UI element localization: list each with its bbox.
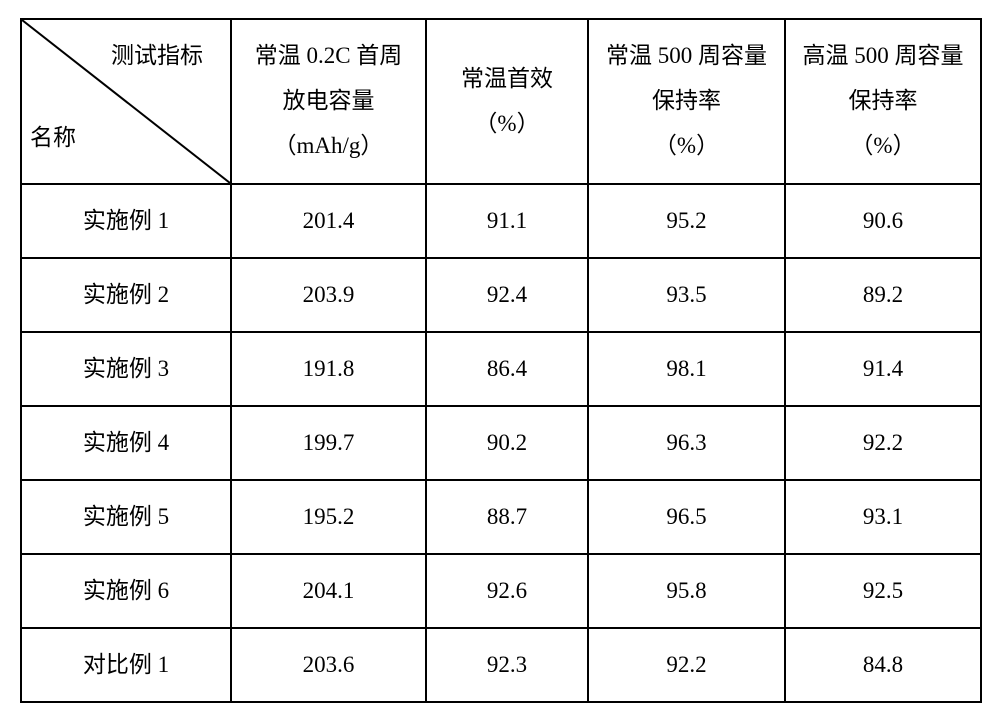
- table-row: 对比例 1 203.6 92.3 92.2 84.8: [21, 628, 981, 702]
- cell: 95.8: [588, 554, 785, 628]
- cell: 96.3: [588, 406, 785, 480]
- diagonal-header-cell: 测试指标 名称: [21, 19, 231, 184]
- col-header-4: 高温 500 周容量保持率（%）: [785, 19, 981, 184]
- header-bottom-label: 名称: [30, 116, 76, 161]
- cell: 88.7: [426, 480, 588, 554]
- row-label: 实施例 2: [21, 258, 231, 332]
- cell: 92.2: [588, 628, 785, 702]
- cell: 84.8: [785, 628, 981, 702]
- row-label: 实施例 5: [21, 480, 231, 554]
- cell: 195.2: [231, 480, 426, 554]
- col-header-3: 常温 500 周容量保持率（%）: [588, 19, 785, 184]
- table-row: 实施例 2 203.9 92.4 93.5 89.2: [21, 258, 981, 332]
- row-label: 对比例 1: [21, 628, 231, 702]
- row-label: 实施例 1: [21, 184, 231, 258]
- cell: 92.4: [426, 258, 588, 332]
- cell: 98.1: [588, 332, 785, 406]
- cell: 203.9: [231, 258, 426, 332]
- table-row: 实施例 4 199.7 90.2 96.3 92.2: [21, 406, 981, 480]
- table-header-row: 测试指标 名称 常温 0.2C 首周放电容量（mAh/g） 常温首效（%） 常温…: [21, 19, 981, 184]
- table-row: 实施例 5 195.2 88.7 96.5 93.1: [21, 480, 981, 554]
- table-row: 实施例 6 204.1 92.6 95.8 92.5: [21, 554, 981, 628]
- table-row: 实施例 3 191.8 86.4 98.1 91.4: [21, 332, 981, 406]
- cell: 90.2: [426, 406, 588, 480]
- data-table: 测试指标 名称 常温 0.2C 首周放电容量（mAh/g） 常温首效（%） 常温…: [20, 18, 982, 703]
- cell: 203.6: [231, 628, 426, 702]
- cell: 96.5: [588, 480, 785, 554]
- cell: 90.6: [785, 184, 981, 258]
- row-label: 实施例 3: [21, 332, 231, 406]
- cell: 92.6: [426, 554, 588, 628]
- col-header-1: 常温 0.2C 首周放电容量（mAh/g）: [231, 19, 426, 184]
- cell: 89.2: [785, 258, 981, 332]
- col-header-2: 常温首效（%）: [426, 19, 588, 184]
- table-container: 测试指标 名称 常温 0.2C 首周放电容量（mAh/g） 常温首效（%） 常温…: [0, 0, 1000, 721]
- cell: 93.5: [588, 258, 785, 332]
- header-top-label: 测试指标: [94, 34, 220, 79]
- cell: 91.4: [785, 332, 981, 406]
- cell: 199.7: [231, 406, 426, 480]
- cell: 191.8: [231, 332, 426, 406]
- cell: 95.2: [588, 184, 785, 258]
- cell: 93.1: [785, 480, 981, 554]
- row-label: 实施例 4: [21, 406, 231, 480]
- cell: 91.1: [426, 184, 588, 258]
- row-label: 实施例 6: [21, 554, 231, 628]
- cell: 92.5: [785, 554, 981, 628]
- cell: 92.2: [785, 406, 981, 480]
- cell: 204.1: [231, 554, 426, 628]
- cell: 86.4: [426, 332, 588, 406]
- table-row: 实施例 1 201.4 91.1 95.2 90.6: [21, 184, 981, 258]
- cell: 92.3: [426, 628, 588, 702]
- cell: 201.4: [231, 184, 426, 258]
- table-body: 实施例 1 201.4 91.1 95.2 90.6 实施例 2 203.9 9…: [21, 184, 981, 702]
